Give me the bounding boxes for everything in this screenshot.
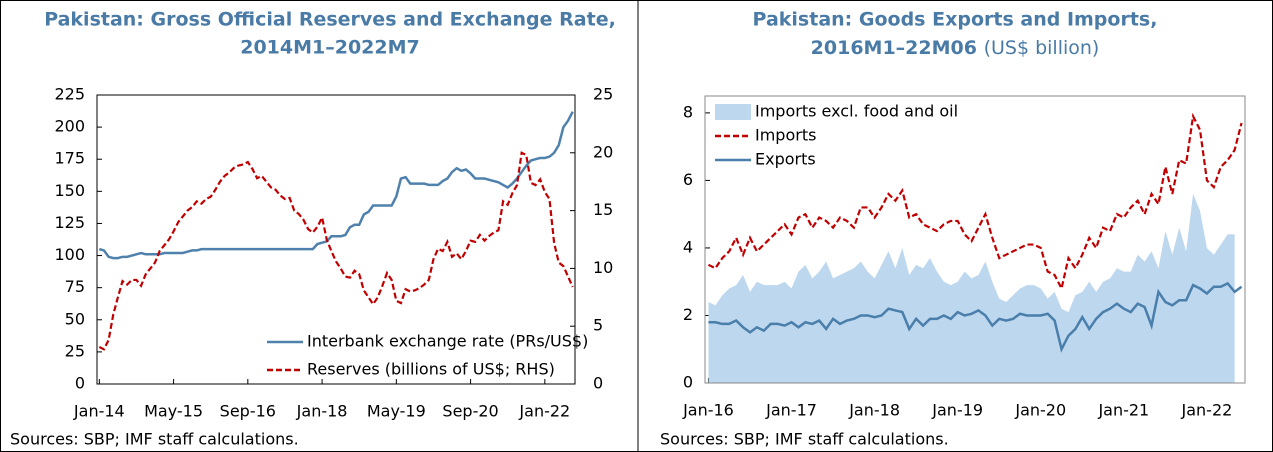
x-tick-label: Jan-18 (296, 402, 348, 421)
x-tick-label: Jan-20 (1014, 401, 1066, 420)
legend-label: Exports (755, 150, 816, 169)
legend-label: Interbank exchange rate (PRs/US$) (307, 332, 588, 351)
x-tick-label: Jan-14 (73, 402, 125, 421)
source-note: Sources: SBP; IMF staff calculations. (10, 430, 299, 449)
x-tick-label: Jan-22 (518, 402, 570, 421)
x-tick-label: Sep-20 (442, 402, 498, 421)
line (98, 111, 574, 260)
y2-tick-label: 15 (593, 200, 613, 219)
x-tick-label: Jan-21 (1097, 401, 1149, 420)
chart-title: Pakistan: Goods Exports and Imports, (753, 9, 1158, 31)
y2-tick-label: 10 (593, 258, 613, 277)
legend-swatch (715, 104, 751, 120)
x-tick-label: May-15 (144, 402, 203, 421)
y-tick-label: 100 (54, 245, 85, 264)
x-tick-label: Sep-16 (220, 402, 276, 421)
x-tick-label: May-19 (367, 402, 426, 421)
y-tick-label: 175 (54, 149, 85, 168)
y-tick-label: 4 (683, 237, 693, 256)
chart-title: Pakistan: Gross Official Reserves and Ex… (44, 9, 616, 31)
y-tick-label: 2 (683, 305, 693, 324)
chart-subtitle: (US$ billion) (984, 37, 1100, 59)
legend-label: Imports (755, 126, 816, 145)
line (707, 112, 1243, 292)
y-tick-label: 25 (65, 341, 85, 360)
y2-tick-label: 0 (593, 374, 603, 393)
plot-frame (96, 94, 576, 385)
legend-label: Imports excl. food and oil (755, 102, 958, 121)
line (98, 151, 574, 351)
x-tick-label: Jan-18 (848, 401, 900, 420)
y-tick-label: 200 (54, 117, 85, 136)
y-tick-label: 150 (54, 181, 85, 200)
chart-title: 2014M1–2022M7 (240, 37, 420, 59)
y-tick-label: 125 (54, 213, 85, 232)
y2-tick-label: 25 (593, 85, 613, 104)
plot-frame (704, 95, 1246, 384)
x-tick-label: Jan-22 (1181, 401, 1233, 420)
y-tick-label: 75 (65, 277, 85, 296)
source-note: Sources: SBP; IMF staff calculations. (660, 430, 949, 449)
y2-tick-label: 20 (593, 142, 613, 161)
y-tick-label: 0 (683, 373, 693, 392)
y-tick-label: 225 (54, 85, 85, 104)
chart-title-line: 2016M1–22M06 (US$ billion) (811, 37, 1100, 59)
x-tick-label: Jan-17 (765, 401, 817, 420)
y-tick-label: 50 (65, 309, 85, 328)
y-tick-label: 8 (683, 102, 693, 121)
y-tick-label: 0 (75, 374, 85, 393)
x-tick-label: Jan-16 (682, 401, 734, 420)
area (708, 193, 1235, 383)
line (708, 281, 1243, 353)
y2-tick-label: 5 (593, 316, 603, 335)
x-tick-label: Jan-19 (931, 401, 983, 420)
legend-label: Reserves (billions of US$; RHS) (307, 360, 555, 379)
chart-title: 2016M1–22M06 (811, 37, 977, 59)
y-tick-label: 6 (683, 170, 693, 189)
